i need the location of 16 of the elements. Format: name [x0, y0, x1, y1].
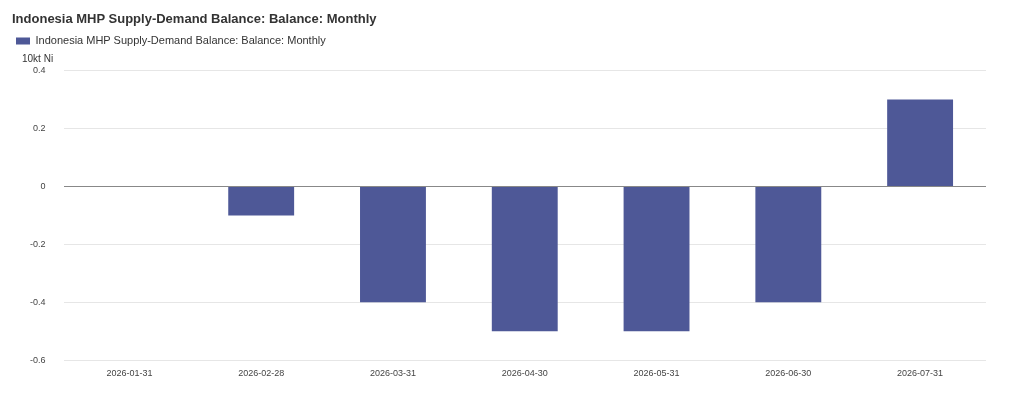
x-tick-label: 2026-04-30 — [501, 368, 548, 379]
x-tick-label: 2026-02-28 — [238, 368, 285, 379]
x-tick-label: 2026-05-31 — [633, 368, 680, 379]
y-tick-label: 0.4 — [32, 65, 46, 76]
x-tick-label: 2026-07-31 — [897, 368, 944, 379]
y-tick-label: 0 — [40, 180, 46, 191]
y-tick-label: -0.4 — [29, 296, 46, 307]
y-tick-label: -0.6 — [29, 354, 46, 365]
x-tick-label: 2026-06-30 — [765, 368, 812, 379]
y-axis-title: 10kt Ni — [22, 53, 54, 65]
y-tick-label: -0.2 — [29, 238, 46, 249]
y-tick-label: 0.2 — [32, 123, 46, 133]
x-tick-label: 2026-01-31 — [106, 368, 153, 379]
x-tick-label: 2026-03-31 — [369, 368, 416, 379]
chart-title: Indonesia MHP Supply-Demand Balance: Balance: Monthly — [12, 11, 378, 27]
legend-label: Indonesia MHP Supply-Demand Balance: Balance: Monthly — [35, 34, 327, 47]
